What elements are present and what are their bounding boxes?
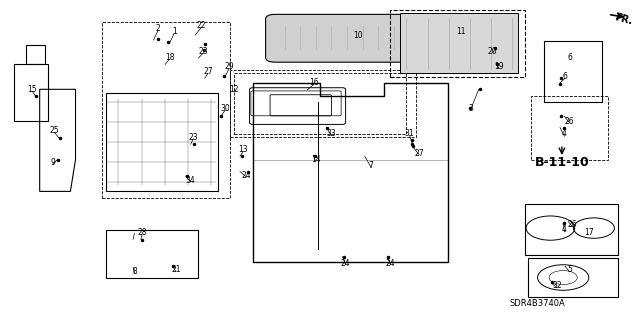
Text: 5: 5: [567, 265, 572, 274]
Text: 20: 20: [488, 47, 498, 56]
Text: 26: 26: [564, 117, 575, 126]
Text: 14: 14: [310, 155, 321, 164]
Text: 6: 6: [563, 72, 568, 81]
Text: 23: 23: [188, 133, 198, 142]
Text: 31: 31: [404, 130, 415, 138]
Text: 16: 16: [308, 78, 319, 87]
Text: 11: 11: [456, 27, 465, 36]
Text: 33: 33: [326, 130, 337, 138]
Text: 24: 24: [385, 259, 396, 268]
Text: 1: 1: [172, 27, 177, 36]
Text: 27: 27: [414, 149, 424, 158]
Text: 15: 15: [27, 85, 37, 94]
Text: 21: 21: [172, 265, 180, 274]
Text: B-11-10: B-11-10: [534, 156, 589, 169]
Text: 32: 32: [552, 281, 562, 290]
Text: 29: 29: [224, 63, 234, 71]
Text: SDR4B3740A: SDR4B3740A: [509, 299, 566, 308]
Text: 27: 27: [203, 67, 213, 76]
Text: 6: 6: [567, 53, 572, 62]
Text: 23: 23: [198, 47, 209, 56]
Text: 25: 25: [49, 126, 60, 135]
Text: 13: 13: [238, 145, 248, 154]
FancyBboxPatch shape: [266, 14, 413, 62]
Text: 24: 24: [340, 259, 351, 268]
Text: 2: 2: [156, 24, 161, 33]
Text: 18: 18: [165, 53, 174, 62]
Text: 30: 30: [220, 104, 230, 113]
Text: 24: 24: [241, 171, 252, 180]
Text: 34: 34: [186, 176, 196, 185]
Text: 10: 10: [353, 31, 364, 40]
Text: 26: 26: [568, 220, 578, 229]
Text: 22: 22: [197, 21, 206, 30]
Text: 4: 4: [562, 225, 567, 234]
Polygon shape: [400, 13, 518, 73]
Text: 9: 9: [50, 158, 55, 167]
Text: 8: 8: [132, 267, 137, 276]
Text: 3: 3: [468, 104, 473, 113]
Text: 4: 4: [562, 130, 567, 138]
Text: 19: 19: [494, 63, 504, 71]
Text: 7: 7: [369, 161, 374, 170]
Text: 17: 17: [584, 228, 594, 237]
Text: 28: 28: [138, 228, 147, 237]
Text: FR.: FR.: [613, 12, 633, 26]
Text: 12: 12: [229, 85, 238, 94]
